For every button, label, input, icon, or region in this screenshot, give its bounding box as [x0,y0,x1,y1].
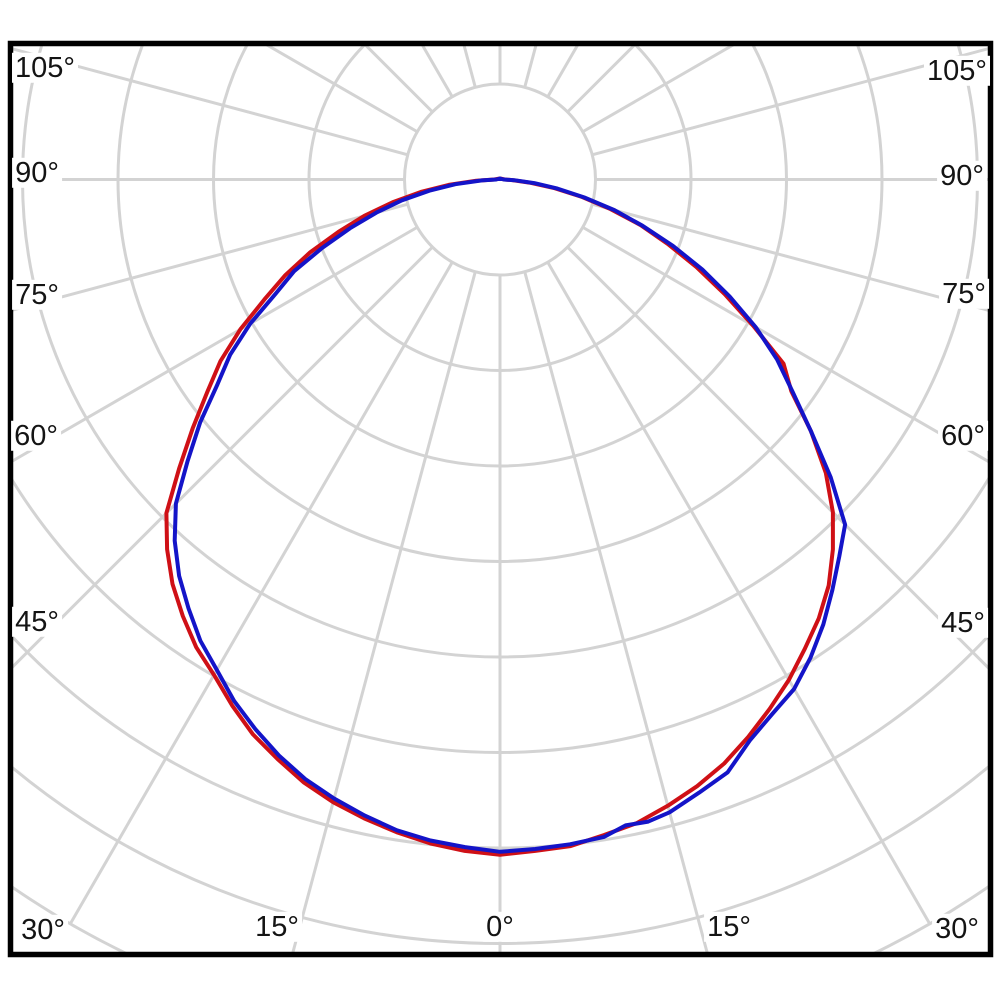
angle-label: 60° [938,420,988,451]
grid-spoke [291,271,477,952]
chart-frame-border [7,40,994,958]
angle-label: 15° [704,911,754,942]
grid-spoke [265,46,419,134]
angle-label: 75° [12,279,62,310]
grid-spoke [13,245,434,669]
angle-label: 90° [937,160,987,191]
angle-label: 45° [938,607,988,638]
angle-label: 45° [12,606,62,637]
angle-label: 75° [939,278,989,309]
angle-label: 90° [12,157,62,188]
angle-label: 60° [11,420,61,451]
grid-spoke [546,261,932,925]
grid-spoke [581,225,988,463]
angle-label: 105° [924,55,990,86]
angle-label: 15° [252,911,302,942]
grid-spoke [581,46,735,134]
grid-spoke [13,225,419,463]
grid-spoke [421,46,454,98]
grid-spoke [566,245,988,670]
curve-blue [172,176,848,854]
intensity-curves [164,176,848,857]
grid-spoke [68,261,454,925]
angle-label: 105° [12,52,78,83]
angle-label: 30° [932,913,982,944]
grid-spoke [546,46,579,98]
angle-label: 0° [483,911,517,942]
grid-spoke [523,271,709,952]
angle-label: 30° [18,914,68,945]
